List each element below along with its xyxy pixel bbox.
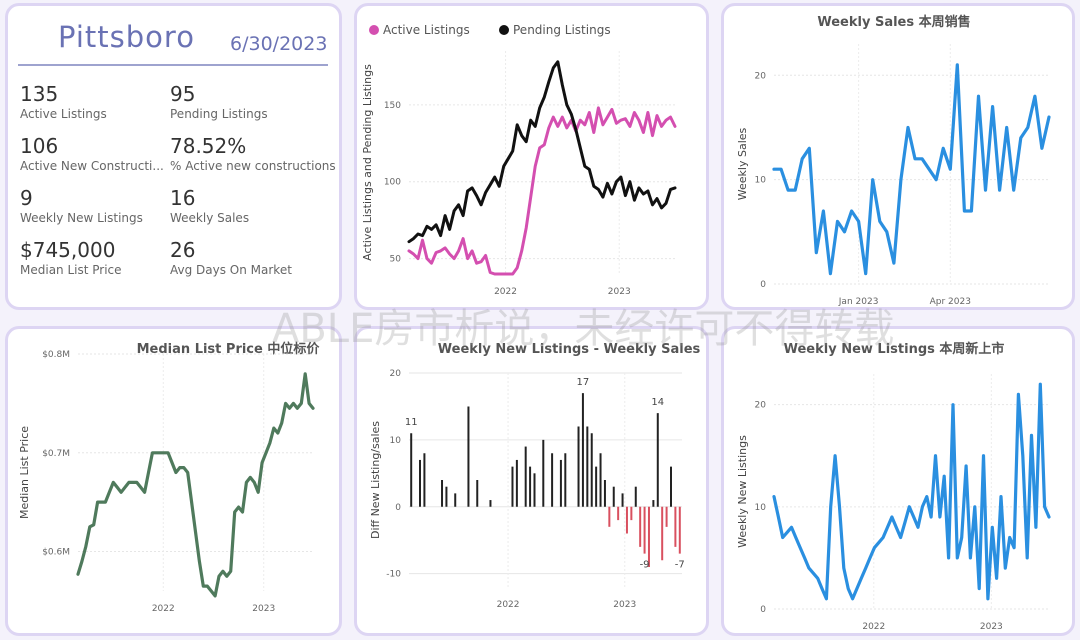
- kpi-pending-listings: 95 Pending Listings: [170, 82, 268, 122]
- series-line-pending-listings: [407, 60, 677, 244]
- kpi-card: Pittsboro 6/30/2023 135 Active Listings …: [5, 3, 342, 310]
- bar-data-label: 17: [577, 377, 590, 388]
- bar-data-label: -9: [640, 560, 650, 571]
- diff-new-sales-chart: Weekly New Listings - Weekly Sales -10 0 10…: [369, 342, 701, 610]
- bar-data-label: 14: [651, 397, 664, 408]
- x-tick-label: 2022: [494, 287, 517, 297]
- kpi-value: 16: [170, 186, 196, 210]
- kpi-label: Active New Constructi...: [20, 159, 164, 173]
- y-tick-label: 10: [755, 503, 767, 513]
- y-tick-label: $0.6M: [42, 548, 70, 558]
- kpi-value: $745,000: [20, 238, 116, 262]
- y-tick-label: 0: [760, 280, 766, 290]
- bar-data-label: 11: [405, 417, 418, 428]
- y-tick-label: 10: [755, 176, 767, 186]
- kpi-avg-days-on-market: 26 Avg Days On Market: [170, 238, 292, 278]
- weekly-sales-chart-card: Weekly Sales 本周销售 0 10 20 Jan 2023 Apr 2023 We…: [721, 3, 1075, 310]
- active-pending-chart: 50 100 150 2022 2023 Active Listings and Pend…: [361, 23, 677, 297]
- series-line-active-listings: [407, 106, 677, 276]
- chart-title: Weekly New Listings 本周新上市: [784, 341, 1005, 357]
- series-line-median-list-price: [76, 372, 315, 598]
- y-axis-label: Active Listings and Pending Listings: [361, 64, 374, 261]
- median-price-chart: Median List Price 中位标价 $0.6M $0.7M $0.8M 202…: [18, 341, 321, 614]
- kpi-value: 26: [170, 238, 196, 262]
- x-tick-label: Jan 2023: [838, 297, 879, 307]
- y-tick-label: 10: [390, 436, 402, 446]
- x-tick-label: 2022: [862, 622, 885, 632]
- kpi-weekly-sales: 16 Weekly Sales: [170, 186, 249, 226]
- y-tick-label: $0.8M: [42, 350, 70, 360]
- y-tick-label: 100: [384, 178, 401, 188]
- kpi-divider: [18, 64, 328, 66]
- x-tick-label: 2022: [152, 604, 175, 614]
- weekly-new-listings-chart-card: Weekly New Listings 本周新上市 0 10 20 2022 2023 We…: [721, 326, 1075, 636]
- legend-marker: [369, 25, 379, 35]
- series-line-weekly-new-listings: [772, 382, 1051, 601]
- x-tick-label: 2023: [980, 622, 1003, 632]
- kpi-weekly-new-listings: 9 Weekly New Listings: [20, 186, 143, 226]
- y-tick-label: 20: [755, 71, 767, 81]
- legend-label: Active Listings: [383, 23, 470, 37]
- city-name: Pittsboro: [58, 20, 195, 54]
- kpi-label: Active Listings: [20, 107, 107, 121]
- y-axis-label: Weekly Sales: [736, 127, 749, 200]
- kpi-active-listings: 135 Active Listings: [20, 82, 107, 122]
- median-price-chart-card: Median List Price 中位标价 $0.6M $0.7M $0.8M 202…: [5, 326, 342, 636]
- legend-marker: [499, 25, 509, 35]
- chart-title: Weekly Sales 本周销售: [817, 14, 970, 30]
- bar-data-label: -7: [675, 560, 685, 571]
- y-axis-label: Median List Price: [18, 426, 31, 519]
- weekly-sales-chart: Weekly Sales 本周销售 0 10 20 Jan 2023 Apr 2023 We…: [736, 14, 1051, 307]
- kpi-label: Weekly New Listings: [20, 211, 143, 225]
- kpi-label: Pending Listings: [170, 107, 268, 121]
- kpi-median-list-price: $745,000 Median List Price: [20, 238, 122, 278]
- x-tick-label: 2023: [613, 600, 636, 610]
- y-tick-label: 0: [395, 503, 401, 513]
- legend-label: Pending Listings: [513, 23, 611, 37]
- kpi-value: 78.52%: [170, 134, 247, 158]
- kpi-value: 135: [20, 82, 59, 106]
- x-tick-label: 2023: [252, 604, 275, 614]
- kpi-value: 9: [20, 186, 33, 210]
- kpi-pct-active-new-construction: 78.52% % Active new constructions: [170, 134, 336, 174]
- weekly-new-listings-chart: Weekly New Listings 本周新上市 0 10 20 2022 2023 We…: [736, 341, 1051, 632]
- y-tick-label: 0: [760, 605, 766, 615]
- kpi-label: Avg Days On Market: [170, 263, 292, 277]
- report-date: 6/30/2023: [230, 33, 328, 55]
- y-axis-label: Diff New Listing/sales: [369, 421, 382, 539]
- chart-title: Median List Price 中位标价: [137, 341, 321, 357]
- x-tick-label: Apr 2023: [930, 297, 971, 307]
- y-tick-label: -10: [386, 570, 401, 580]
- y-axis-label: Weekly New Listings: [736, 435, 749, 548]
- y-tick-label: 20: [390, 369, 402, 379]
- y-tick-label: 50: [390, 255, 402, 265]
- active-pending-chart-card: 50 100 150 2022 2023 Active Listings and Pend…: [354, 3, 709, 310]
- kpi-value: 106: [20, 134, 59, 158]
- x-tick-label: 2022: [497, 600, 520, 610]
- kpi-active-new-construction: 106 Active New Constructi...: [20, 134, 164, 174]
- kpi-label: Median List Price: [20, 263, 122, 277]
- y-tick-label: 20: [755, 401, 767, 411]
- diff-new-sales-chart-card: Weekly New Listings - Weekly Sales -10 0 10…: [354, 326, 709, 636]
- x-tick-label: 2023: [608, 287, 631, 297]
- kpi-value: 95: [170, 82, 196, 106]
- y-tick-label: 150: [384, 101, 401, 111]
- kpi-label: Weekly Sales: [170, 211, 250, 225]
- series-line-weekly-sales: [772, 63, 1051, 276]
- y-tick-label: $0.7M: [42, 449, 70, 459]
- chart-title: Weekly New Listings - Weekly Sales: [438, 342, 701, 357]
- kpi-label: % Active new constructions: [170, 159, 336, 173]
